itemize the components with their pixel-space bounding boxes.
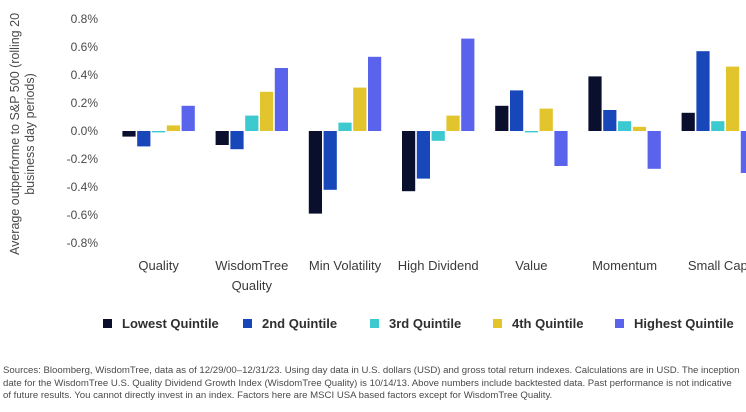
legend-swatch [370,319,379,328]
bar-2nd-quintile [230,131,244,150]
bar-lowest-quintile [681,112,695,131]
legend-label: Highest Quintile [634,316,734,331]
legend-label: 4th Quintile [512,316,584,331]
y-tick-label: 0.2% [71,96,99,110]
y-tick-label: -0.6% [67,208,99,222]
bar-2nd-quintile [696,51,710,132]
bar-4th-quintile [539,108,553,131]
bar-3rd-quintile [338,122,352,131]
bar-lowest-quintile [215,131,229,145]
legend-item: 4th Quintile [493,316,584,331]
category-label: Quality [232,278,273,293]
bar-3rd-quintile [152,131,166,133]
bar-4th-quintile [353,87,367,131]
x-axis-categories: Quality WisdomTree Quality Min Volatility Hi… [138,258,746,293]
bar-lowest-quintile [122,131,136,137]
category-label: Small Cap [688,258,746,273]
y-tick-label: -0.4% [67,180,99,194]
source-line: date for the WisdomTree U.S. Quality Div… [3,377,732,389]
bar-4th-quintile [632,126,646,131]
y-axis-label: Average outperforme to S&P 500 (rolling … [8,13,37,255]
legend-swatch [243,319,252,328]
legend-swatch [103,319,112,328]
bar-3rd-quintile [524,131,538,133]
bar-4th-quintile [446,115,460,131]
category-label: WisdomTree [215,258,288,273]
bar-3rd-quintile [711,121,725,131]
y-tick-label: 0.6% [71,40,99,54]
legend-item: 2nd Quintile [243,316,337,331]
bar-4th-quintile [726,66,740,131]
bar-4th-quintile [166,125,180,131]
legend: Lowest Quintile 2nd Quintile 3rd Quintile 4… [0,316,746,338]
legend-label: 2nd Quintile [262,316,338,331]
y-tick-label: 0.0% [71,124,99,138]
bar-highest-quintile [368,56,382,131]
legend-item: 3rd Quintile [370,316,461,331]
y-axis-label-line: Average outperforme to S&P 500 (rolling … [8,13,22,255]
bar-3rd-quintile [431,131,445,141]
bar-3rd-quintile [245,115,259,131]
category-label: Momentum [592,258,657,273]
bar-lowest-quintile [588,76,602,131]
y-tick-label: -0.8% [67,236,99,250]
legend-item: Lowest Quintile [103,316,219,331]
legend-swatch [493,319,502,328]
bar-highest-quintile [740,131,746,173]
y-tick-label: 0.8% [71,12,99,26]
bar-3rd-quintile [618,121,632,131]
source-line: of future results. You cannot directly i… [3,390,553,401]
bar-highest-quintile [181,105,195,131]
legend-label: 3rd Quintile [389,316,462,331]
bar-2nd-quintile [137,131,151,147]
y-tick-label: -0.2% [67,152,99,166]
category-label: Min Volatility [309,258,382,273]
source-line: Sources: Bloomberg, WisdomTree, data as … [3,365,740,376]
bar-highest-quintile [461,38,475,131]
bar-2nd-quintile [603,110,617,131]
bar-highest-quintile [554,131,568,166]
legend-label: Lowest Quintile [122,316,219,331]
y-tick-label: 0.4% [71,68,99,82]
legend-item: Highest Quintile [615,316,734,331]
y-axis-ticks: 0.8% 0.6% 0.4% 0.2% 0.0% -0.2% -0.4% -0.6% -0.8% [67,12,99,250]
bar-highest-quintile [647,131,661,169]
legend-swatch [615,319,624,328]
bar-highest-quintile [274,68,288,131]
bar-lowest-quintile [308,131,322,214]
y-axis-label-line: business day periods) [23,73,37,195]
category-label: Quality [138,258,179,273]
source-note: Sources: Bloomberg, WisdomTree, data as … [3,365,743,403]
bar-chart: Average outperforme to S&P 500 (rolling … [8,12,746,293]
bar-lowest-quintile [402,131,416,192]
bar-lowest-quintile [495,105,509,131]
bars [122,38,746,214]
bar-2nd-quintile [510,90,524,131]
bar-4th-quintile [260,91,274,131]
bar-2nd-quintile [416,131,430,179]
category-label: Value [515,258,547,273]
bar-2nd-quintile [323,131,337,190]
category-label: High Dividend [398,258,479,273]
